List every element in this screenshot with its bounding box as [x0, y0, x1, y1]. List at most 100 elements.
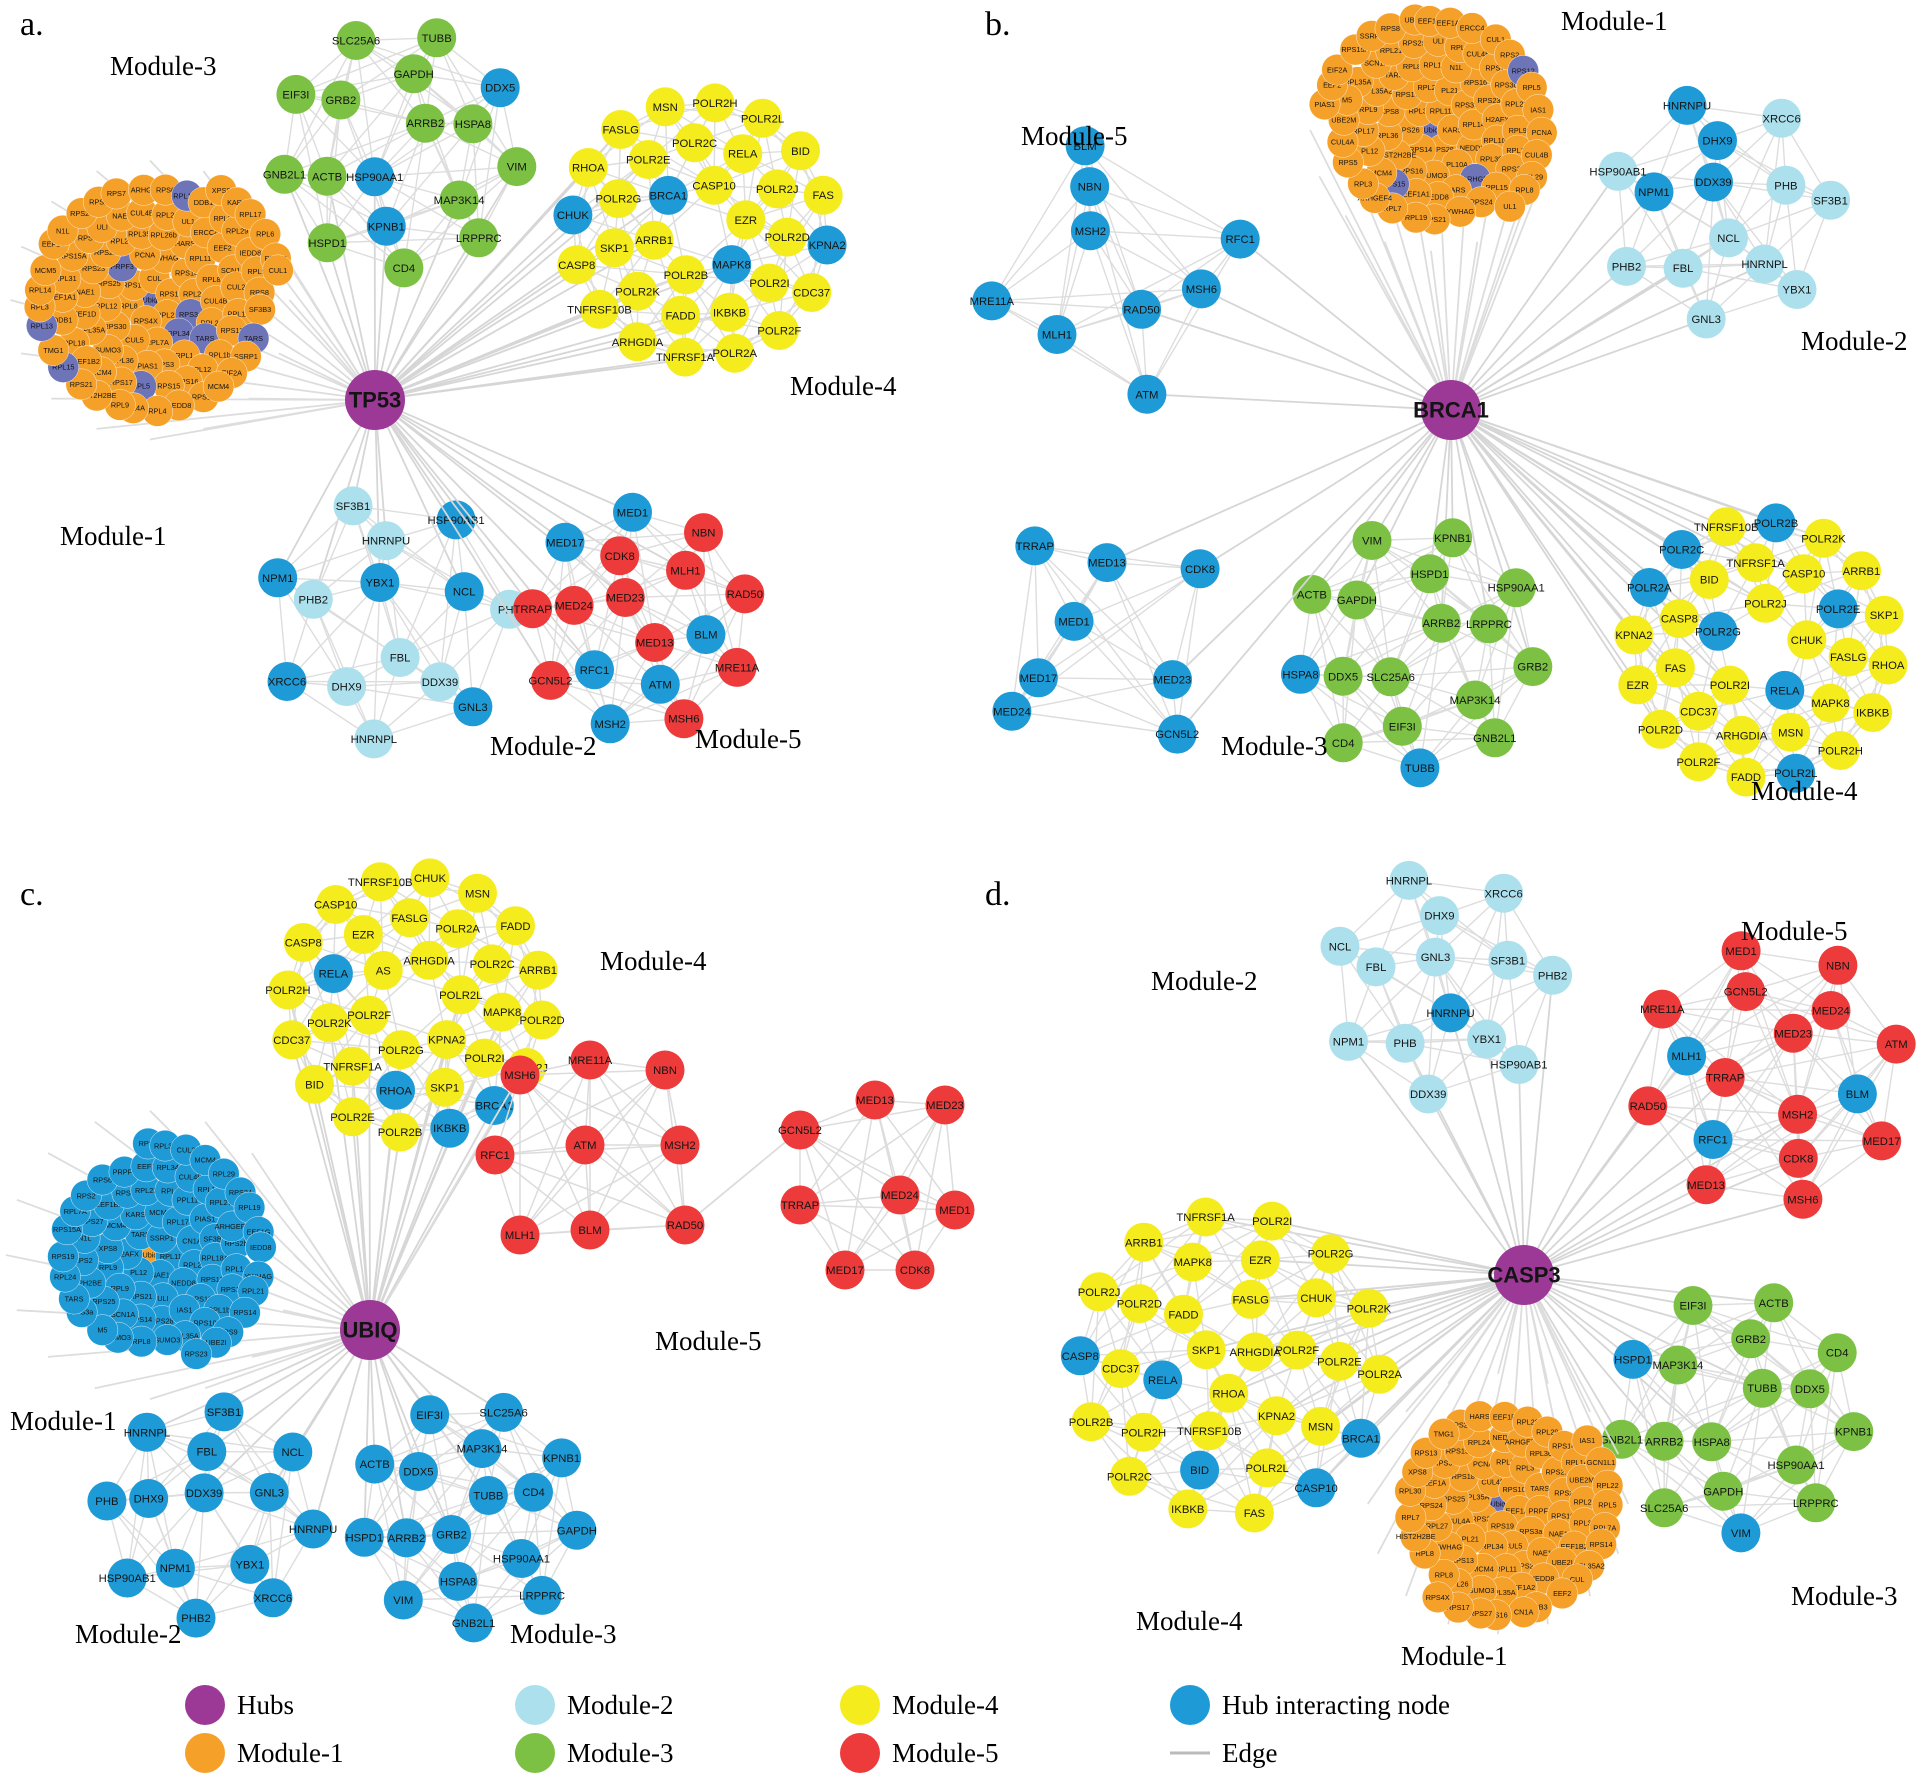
svg-text:RELA: RELA	[1770, 686, 1800, 698]
svg-text:GAPDH: GAPDH	[394, 69, 434, 81]
svg-text:MED1: MED1	[939, 1205, 970, 1217]
svg-text:TRRAP: TRRAP	[1706, 1073, 1744, 1085]
svg-text:TNFRSF10B: TNFRSF10B	[1694, 522, 1759, 534]
svg-text:MLH1: MLH1	[1042, 330, 1072, 342]
svg-text:NBN: NBN	[692, 528, 716, 540]
svg-text:FASLG: FASLG	[1232, 1294, 1268, 1306]
svg-text:KPNA2: KPNA2	[809, 240, 846, 252]
svg-text:Module-2: Module-2	[490, 731, 596, 761]
svg-text:RELA: RELA	[728, 149, 758, 161]
svg-text:b.: b.	[985, 6, 1011, 43]
svg-text:MRE11A: MRE11A	[568, 1055, 613, 1067]
svg-text:FAS: FAS	[1244, 1508, 1266, 1520]
svg-text:HNRNPU: HNRNPU	[289, 1524, 337, 1536]
svg-text:UBE2M: UBE2M	[1569, 1476, 1594, 1485]
svg-text:FADD: FADD	[666, 310, 696, 322]
svg-text:NPM1: NPM1	[262, 573, 293, 585]
svg-text:BID: BID	[1700, 575, 1719, 587]
svg-text:HIST2H2BE: HIST2H2BE	[1396, 1532, 1436, 1541]
svg-text:HSP90AA1: HSP90AA1	[1488, 583, 1545, 595]
svg-text:ACTB: ACTB	[1297, 590, 1327, 602]
svg-text:POLR2H: POLR2H	[1121, 1427, 1166, 1439]
svg-text:LRPPRC: LRPPRC	[1466, 619, 1512, 631]
svg-text:CDK8: CDK8	[1783, 1153, 1813, 1165]
svg-text:RPL11: RPL11	[1430, 107, 1452, 116]
svg-text:RPL9: RPL9	[99, 1263, 117, 1272]
svg-text:RAD50: RAD50	[667, 1220, 703, 1232]
svg-text:TNFRSF1A: TNFRSF1A	[1176, 1212, 1235, 1224]
svg-text:MED17: MED17	[1020, 673, 1058, 685]
svg-text:BRCA1: BRCA1	[1342, 1433, 1380, 1445]
svg-text:MED23: MED23	[1774, 1028, 1812, 1040]
svg-text:ARHGDIA: ARHGDIA	[1229, 1347, 1281, 1359]
svg-text:ACTB: ACTB	[312, 171, 342, 183]
svg-text:CUL4A: CUL4A	[1331, 138, 1355, 147]
svg-text:POLR2K: POLR2K	[615, 286, 660, 298]
svg-text:GNL3: GNL3	[458, 702, 488, 714]
svg-text:M5: M5	[1342, 96, 1352, 105]
svg-text:CD4: CD4	[1332, 738, 1355, 750]
svg-text:HSPD1: HSPD1	[308, 238, 346, 250]
svg-text:BRCA1: BRCA1	[1413, 398, 1489, 423]
svg-text:XRCC6: XRCC6	[268, 677, 306, 689]
svg-text:TUBB: TUBB	[1405, 763, 1435, 775]
svg-text:HNRNPL: HNRNPL	[1386, 875, 1432, 887]
svg-text:GAPDH: GAPDH	[557, 1525, 597, 1537]
svg-text:GCN1L1: GCN1L1	[1587, 1458, 1615, 1467]
svg-text:RPL36: RPL36	[1376, 131, 1398, 140]
svg-text:RPL3: RPL3	[1354, 179, 1372, 188]
svg-text:SKP1: SKP1	[600, 243, 629, 255]
svg-text:CHUK: CHUK	[414, 873, 446, 885]
svg-text:TNFRSF10B: TNFRSF10B	[348, 877, 413, 889]
svg-text:ARHGDIA: ARHGDIA	[1716, 730, 1768, 742]
svg-text:CUL4B: CUL4B	[1525, 151, 1549, 160]
svg-text:CHUK: CHUK	[1791, 635, 1823, 647]
svg-text:DDX39: DDX39	[186, 1488, 222, 1500]
svg-text:POLR2D: POLR2D	[1638, 724, 1683, 736]
svg-text:Module-1: Module-1	[10, 1406, 116, 1436]
svg-text:RPL24: RPL24	[1468, 1438, 1490, 1447]
svg-text:FASLG: FASLG	[1830, 652, 1866, 664]
svg-text:Ubiq: Ubiq	[142, 296, 157, 305]
svg-text:MED24: MED24	[881, 1190, 919, 1202]
svg-text:HSPA8: HSPA8	[1282, 669, 1318, 681]
svg-text:RAD50: RAD50	[1630, 1101, 1666, 1113]
svg-text:RPS6: RPS6	[93, 1175, 112, 1184]
svg-text:CASP10: CASP10	[1782, 569, 1825, 581]
svg-text:POLR2B: POLR2B	[1069, 1417, 1114, 1429]
svg-text:MED13: MED13	[1088, 558, 1126, 570]
svg-text:IEDD8: IEDD8	[1533, 1574, 1555, 1583]
svg-text:CHUK: CHUK	[557, 210, 589, 222]
svg-text:LRPPRC: LRPPRC	[456, 233, 502, 245]
svg-text:NPM1: NPM1	[160, 1563, 191, 1575]
svg-text:SLC25A6: SLC25A6	[332, 36, 380, 48]
svg-text:POLR2K: POLR2K	[1801, 533, 1846, 545]
svg-text:EIF3I: EIF3I	[282, 90, 309, 102]
svg-text:HNRNPU: HNRNPU	[1426, 1008, 1474, 1020]
svg-text:RPS5: RPS5	[1338, 158, 1357, 167]
svg-text:SF3B3: SF3B3	[249, 305, 271, 314]
svg-text:MAPK8: MAPK8	[1811, 698, 1849, 710]
svg-text:POLR2E: POLR2E	[330, 1112, 375, 1124]
svg-text:HNRNPU: HNRNPU	[362, 536, 410, 548]
svg-text:Module-5: Module-5	[1741, 916, 1847, 946]
svg-text:FADD: FADD	[500, 921, 530, 933]
svg-text:MRE11A: MRE11A	[970, 296, 1015, 308]
svg-text:MED1: MED1	[617, 507, 648, 519]
svg-text:TNFRSF10B: TNFRSF10B	[1177, 1426, 1242, 1438]
svg-text:RPL5: RPL5	[1522, 83, 1540, 92]
svg-text:POLR2C: POLR2C	[1659, 545, 1704, 557]
svg-text:Ubiq: Ubiq	[1423, 126, 1438, 135]
svg-text:FASLG: FASLG	[602, 125, 638, 137]
svg-text:POLR2H: POLR2H	[1818, 746, 1863, 758]
svg-text:BRCA1: BRCA1	[649, 191, 687, 203]
svg-text:Edge: Edge	[1222, 1738, 1277, 1768]
svg-text:Module-2: Module-2	[75, 1619, 181, 1649]
svg-text:PHB2: PHB2	[299, 594, 329, 606]
svg-text:GRB2: GRB2	[326, 95, 357, 107]
svg-text:MRE11A: MRE11A	[1640, 1004, 1685, 1016]
svg-text:RHOA: RHOA	[1872, 660, 1905, 672]
svg-text:POLR2F: POLR2F	[1677, 757, 1721, 769]
svg-text:FADD: FADD	[1168, 1309, 1198, 1321]
svg-text:VIM: VIM	[1731, 1528, 1751, 1540]
